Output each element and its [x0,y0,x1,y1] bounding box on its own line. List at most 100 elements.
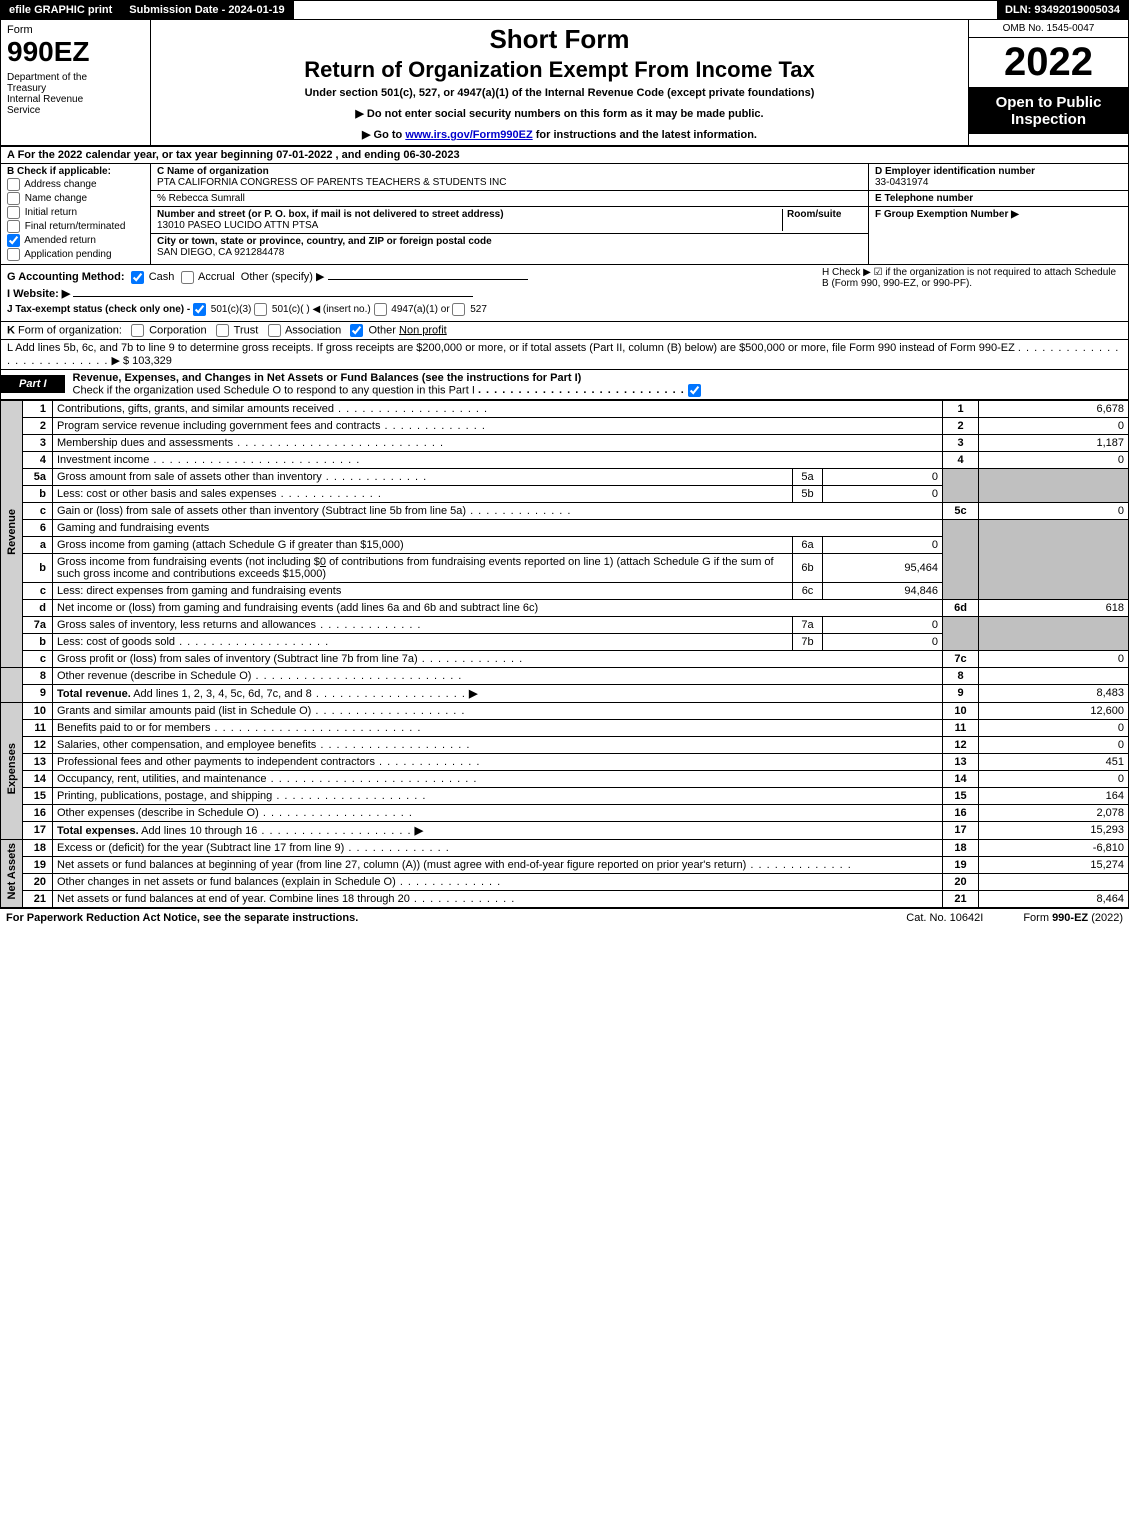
top-bar: efile GRAPHIC print Submission Date - 20… [0,0,1129,20]
i-website: I Website: ▶ [7,287,822,300]
chk-trust[interactable] [216,324,229,337]
l8-val [979,667,1129,684]
l7c-val: 0 [979,650,1129,667]
chk-other-org[interactable] [350,324,363,337]
g-accounting: G Accounting Method: Cash Accrual Other … [7,270,822,284]
l8-desc: Other revenue (describe in Schedule O) [57,670,251,682]
l15-val: 164 [979,787,1129,804]
l3-desc: Membership dues and assessments [57,437,233,449]
j-tax-exempt: J Tax-exempt status (check only one) - 5… [7,303,822,316]
l6-desc: Gaming and fundraising events [53,519,943,536]
efile-label[interactable]: efile GRAPHIC print [1,1,121,19]
header-left: Form 990EZ Department of theTreasuryInte… [1,20,151,145]
l14-desc: Occupancy, rent, utilities, and maintena… [57,773,267,785]
open-to-public: Open to Public Inspection [969,88,1128,134]
chk-initial-return[interactable]: Initial return [7,206,144,219]
footer-paperwork: For Paperwork Reduction Act Notice, see … [6,912,358,924]
note-post: for instructions and the latest informat… [533,129,757,141]
section-bcdef: B Check if applicable: Address change Na… [0,164,1129,265]
chk-final-return[interactable]: Final return/terminated [7,220,144,233]
l3-val: 1,187 [979,434,1129,451]
l5b-desc: Less: cost or other basis and sales expe… [57,488,277,500]
l17-val: 15,293 [979,821,1129,839]
form-note-ssn: ▶ Do not enter social security numbers o… [159,107,960,120]
side-expenses: Expenses [1,702,23,839]
l6d-val: 618 [979,599,1129,616]
l-value: ▶ $ 103,329 [111,355,171,367]
submission-date: Submission Date - 2024-01-19 [121,1,293,19]
l5b-val: 0 [823,485,943,502]
l12-desc: Salaries, other compensation, and employ… [57,739,316,751]
part1-header: Part I Revenue, Expenses, and Changes in… [0,370,1129,400]
chk-accrual[interactable] [181,271,194,284]
chk-assoc[interactable] [268,324,281,337]
form-subtitle: Under section 501(c), 527, or 4947(a)(1)… [159,87,960,99]
l7a-val: 0 [823,616,943,633]
chk-corp[interactable] [131,324,144,337]
part1-table: Revenue 1 Contributions, gifts, grants, … [0,400,1129,908]
org-name: PTA CALIFORNIA CONGRESS OF PARENTS TEACH… [157,177,507,188]
chk-501c3[interactable] [193,303,206,316]
note-pre: ▶ Go to [362,129,405,141]
l21-desc: Net assets or fund balances at end of ye… [57,893,410,905]
l19-desc: Net assets or fund balances at beginning… [57,859,746,871]
city-state-zip: SAN DIEGO, CA 921284478 [157,247,284,258]
form-header: Form 990EZ Department of theTreasuryInte… [0,20,1129,147]
g-label: G Accounting Method: [7,271,125,283]
l4-val: 0 [979,451,1129,468]
side-revenue: Revenue [1,400,23,667]
l4-desc: Investment income [57,454,149,466]
l20-desc: Other changes in net assets or fund bala… [57,876,396,888]
l6b-desc: Gross income from fundraising events (no… [53,553,793,582]
l19-val: 15,274 [979,856,1129,873]
footer-catno: Cat. No. 10642I [906,912,983,924]
chk-cash[interactable] [131,271,144,284]
l7c-desc: Gross profit or (loss) from sales of inv… [57,653,418,665]
chk-501c[interactable] [254,303,267,316]
l6c-val: 94,846 [823,582,943,599]
l5c-val: 0 [979,502,1129,519]
l6a-desc: Gross income from gaming (attach Schedul… [57,539,404,551]
chk-4947[interactable] [374,303,387,316]
l18-desc: Excess or (deficit) for the year (Subtra… [57,842,344,854]
chk-address-change[interactable]: Address change [7,178,144,191]
d-ein-hdr: D Employer identification number [875,166,1035,177]
chk-schedule-o[interactable] [688,384,701,397]
l6b-val: 95,464 [823,553,943,582]
f-group-hdr: F Group Exemption Number ▶ [875,209,1019,220]
l11-desc: Benefits paid to or for members [57,722,210,734]
l13-desc: Professional fees and other payments to … [57,756,375,768]
l14-val: 0 [979,770,1129,787]
i-label: I Website: ▶ [7,288,70,300]
omb-number: OMB No. 1545-0047 [969,20,1128,38]
chk-amended-return[interactable]: Amended return [7,234,144,247]
l1-desc: Contributions, gifts, grants, and simila… [57,403,334,415]
l5a-desc: Gross amount from sale of assets other t… [57,471,322,483]
l2-desc: Program service revenue including govern… [57,420,380,432]
chk-name-change[interactable]: Name change [7,192,144,205]
l12-val: 0 [979,736,1129,753]
city-hdr: City or town, state or province, country… [157,236,492,247]
part1-sub: Check if the organization used Schedule … [73,384,475,396]
l6a-val: 0 [823,536,943,553]
room-hdr: Room/suite [787,209,841,220]
side-net-assets: Net Assets [1,839,23,907]
chk-527[interactable] [452,303,465,316]
header-mid: Short Form Return of Organization Exempt… [151,20,968,145]
form-label: Form [7,24,144,36]
l6c-desc: Less: direct expenses from gaming and fu… [57,585,341,597]
chk-application-pending[interactable]: Application pending [7,248,144,261]
l6d-desc: Net income or (loss) from gaming and fun… [57,602,538,614]
row-l-gross-receipts: L Add lines 5b, 6c, and 7b to line 9 to … [0,340,1129,370]
l7a-desc: Gross sales of inventory, less returns a… [57,619,316,631]
row-a-tax-year: A For the 2022 calendar year, or tax yea… [0,147,1129,164]
l7b-val: 0 [823,633,943,650]
form-title: Return of Organization Exempt From Incom… [159,57,960,83]
l16-desc: Other expenses (describe in Schedule O) [57,807,259,819]
col-c-org-info: C Name of organization PTA CALIFORNIA CO… [151,164,868,264]
dln: DLN: 93492019005034 [997,1,1128,19]
irs-link[interactable]: www.irs.gov/Form990EZ [405,129,532,141]
part1-tab: Part I [1,375,65,393]
form-note-link: ▶ Go to www.irs.gov/Form990EZ for instru… [159,128,960,141]
l1-val: 6,678 [979,400,1129,417]
